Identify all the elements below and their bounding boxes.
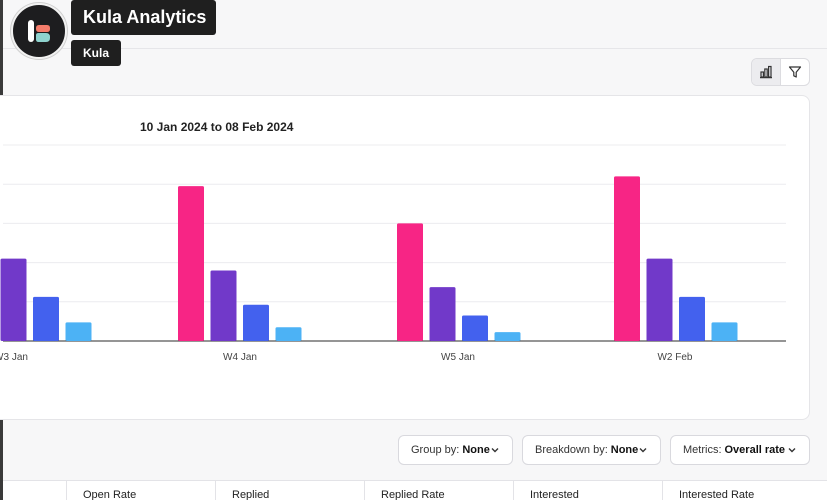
bar[interactable] (275, 327, 302, 341)
group-by-select[interactable]: Group by: None (398, 435, 513, 465)
bar[interactable] (494, 332, 521, 341)
chevron-down-icon (788, 448, 796, 453)
filter-button[interactable] (781, 59, 809, 85)
bar[interactable] (614, 176, 640, 341)
breakdown-by-select[interactable]: Breakdown by: None (522, 435, 661, 465)
breakdown-by-label: Breakdown by: (535, 444, 608, 456)
group-by-value: None (462, 444, 490, 456)
header-divider (3, 48, 827, 49)
chevron-down-icon (491, 448, 499, 453)
bar[interactable] (210, 270, 237, 341)
bar[interactable] (178, 186, 204, 341)
column-header-open-rate[interactable]: Open Rate (66, 481, 215, 500)
bar[interactable] (646, 258, 673, 341)
breakdown-by-value: None (610, 444, 639, 456)
chevron-down-icon (639, 448, 647, 453)
bar[interactable] (711, 322, 738, 341)
column-header-interested-rate[interactable]: Interested Rate (662, 481, 827, 500)
chart-x-labels: W3 Jan W4 Jan W5 Jan W2 Feb (0, 352, 693, 363)
metrics-select[interactable]: Metrics: Overall rate (670, 435, 810, 465)
view-toggle (751, 58, 810, 86)
bar[interactable] (243, 304, 269, 341)
group-by-label: Group by: (411, 444, 460, 456)
column-header-replied[interactable]: Replied (215, 481, 364, 500)
bar[interactable] (397, 223, 423, 341)
column-header-replied-rate[interactable]: Replied Rate (364, 481, 513, 500)
table-header: Open Rate Replied Replied Rate Intereste… (3, 480, 827, 500)
chart-view-button[interactable] (752, 59, 781, 85)
metrics-value: Overall rate (724, 444, 786, 456)
column-header-interested[interactable]: Interested (513, 481, 662, 500)
x-tick-label: W3 Jan (0, 352, 28, 363)
x-tick-label: W4 Jan (223, 352, 257, 363)
app-logo (11, 3, 67, 59)
bar[interactable] (462, 315, 488, 341)
metrics-label: Metrics: (683, 444, 722, 456)
bar-chart-icon (759, 65, 772, 79)
chart-title: 10 Jan 2024 to 08 Feb 2024 (140, 120, 294, 134)
kula-logo-icon (28, 20, 50, 42)
bar[interactable] (429, 287, 456, 341)
workspace-name: Kula (71, 40, 121, 66)
bar[interactable] (0, 258, 27, 341)
filter-icon (788, 66, 801, 78)
bar[interactable] (679, 296, 705, 341)
chart-bars (0, 176, 738, 341)
app-title: Kula Analytics (71, 0, 216, 35)
bar[interactable] (65, 322, 92, 341)
bar[interactable] (33, 296, 59, 341)
x-tick-label: W5 Jan (441, 352, 475, 363)
x-tick-label: W2 Feb (657, 352, 692, 363)
